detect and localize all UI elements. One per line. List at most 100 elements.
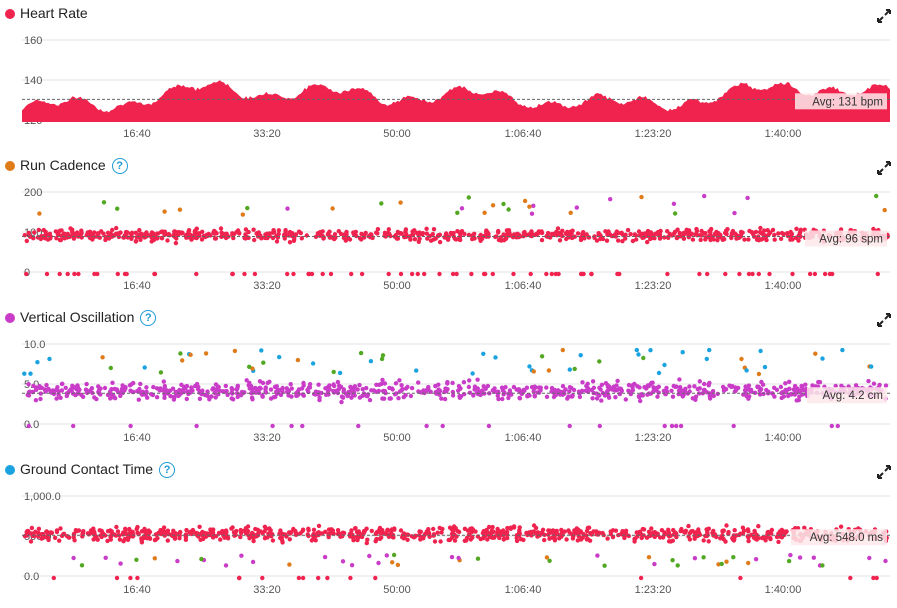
data-point — [79, 235, 84, 240]
help-icon[interactable]: ? — [140, 310, 157, 326]
data-point — [490, 524, 495, 530]
expand-icon[interactable] — [877, 465, 891, 479]
data-point — [648, 233, 654, 238]
data-point — [692, 556, 698, 561]
expand-icon[interactable] — [877, 313, 891, 327]
data-point — [325, 575, 330, 581]
expand-icon[interactable] — [877, 161, 891, 175]
data-point — [379, 201, 384, 206]
data-point — [829, 423, 834, 429]
data-point — [546, 532, 551, 537]
data-point — [115, 206, 120, 211]
ground-contact-time-chart[interactable]: 1,000.0500.00.016:4033:2050:001:06:401:2… — [0, 482, 897, 608]
data-point — [219, 530, 224, 535]
data-point — [391, 552, 397, 558]
data-point — [436, 387, 441, 392]
data-point — [571, 387, 577, 393]
data-point — [498, 235, 503, 240]
data-point — [105, 538, 110, 544]
data-point — [300, 528, 305, 534]
run-cadence-chart[interactable]: 200100016:4033:2050:001:06:401:23:201:40… — [0, 178, 897, 304]
x-tick-label: 1:06:40 — [505, 584, 542, 596]
data-point — [94, 396, 99, 402]
data-point — [770, 227, 776, 233]
heart-rate-chart[interactable]: 16014012016:4033:2050:001:06:401:23:201:… — [0, 26, 897, 152]
data-point — [632, 381, 637, 387]
data-point — [38, 396, 43, 402]
data-point — [199, 237, 205, 242]
data-point — [70, 383, 75, 388]
data-point — [753, 557, 759, 562]
data-point — [170, 386, 176, 391]
data-point — [437, 239, 443, 245]
data-point — [134, 557, 139, 562]
data-point — [715, 238, 720, 243]
data-point — [787, 386, 792, 392]
data-point — [496, 396, 501, 402]
data-point — [194, 271, 199, 277]
data-point — [349, 271, 354, 277]
data-point — [230, 525, 235, 530]
data-point — [702, 193, 707, 199]
data-point — [709, 226, 714, 232]
data-point — [715, 391, 720, 397]
data-point — [693, 394, 699, 399]
data-point — [752, 536, 758, 541]
data-point — [260, 393, 265, 398]
data-point — [547, 528, 552, 533]
help-icon[interactable]: ? — [159, 462, 176, 478]
data-point — [544, 394, 550, 399]
data-point — [475, 556, 481, 561]
data-point — [397, 378, 402, 383]
data-point — [287, 562, 292, 567]
data-point — [74, 387, 79, 392]
data-point — [781, 394, 787, 399]
data-point — [192, 231, 198, 236]
data-point — [38, 391, 43, 396]
y-tick-label: 160 — [24, 35, 42, 47]
data-point — [230, 271, 235, 277]
data-point — [481, 351, 486, 356]
data-point — [72, 538, 77, 543]
data-point — [812, 271, 818, 277]
data-point — [364, 540, 369, 546]
data-point — [91, 526, 96, 531]
data-point — [405, 537, 410, 542]
data-point — [623, 236, 628, 241]
data-point — [742, 237, 747, 242]
data-point — [341, 387, 347, 392]
data-point — [636, 229, 642, 234]
data-point — [37, 211, 42, 216]
data-point — [222, 389, 227, 394]
data-point — [694, 228, 700, 234]
data-point — [373, 575, 378, 581]
data-point — [556, 232, 561, 238]
data-point — [681, 236, 687, 241]
data-point — [351, 230, 356, 235]
data-point — [337, 370, 343, 376]
data-point — [147, 536, 153, 541]
data-point — [268, 387, 274, 392]
data-point — [24, 529, 29, 535]
y-tick-label: 140 — [24, 75, 42, 87]
data-point — [762, 228, 767, 233]
x-tick-label: 16:40 — [123, 280, 151, 292]
help-icon[interactable]: ? — [111, 158, 128, 174]
data-point — [437, 271, 442, 277]
data-point — [250, 559, 256, 565]
data-point — [359, 231, 364, 237]
data-point — [66, 535, 72, 540]
data-point — [567, 389, 572, 394]
data-point — [570, 394, 575, 399]
vertical-oscillation-chart[interactable]: 10.05.00.016:4033:2050:001:06:401:23:201… — [0, 330, 897, 456]
data-point — [624, 532, 629, 537]
data-point — [319, 390, 324, 396]
data-point — [428, 238, 434, 243]
data-point — [229, 390, 234, 395]
data-point — [746, 396, 751, 401]
expand-icon[interactable] — [877, 9, 891, 23]
data-point — [687, 537, 693, 542]
data-point — [100, 355, 105, 360]
data-point — [794, 398, 799, 403]
data-point — [316, 575, 321, 581]
